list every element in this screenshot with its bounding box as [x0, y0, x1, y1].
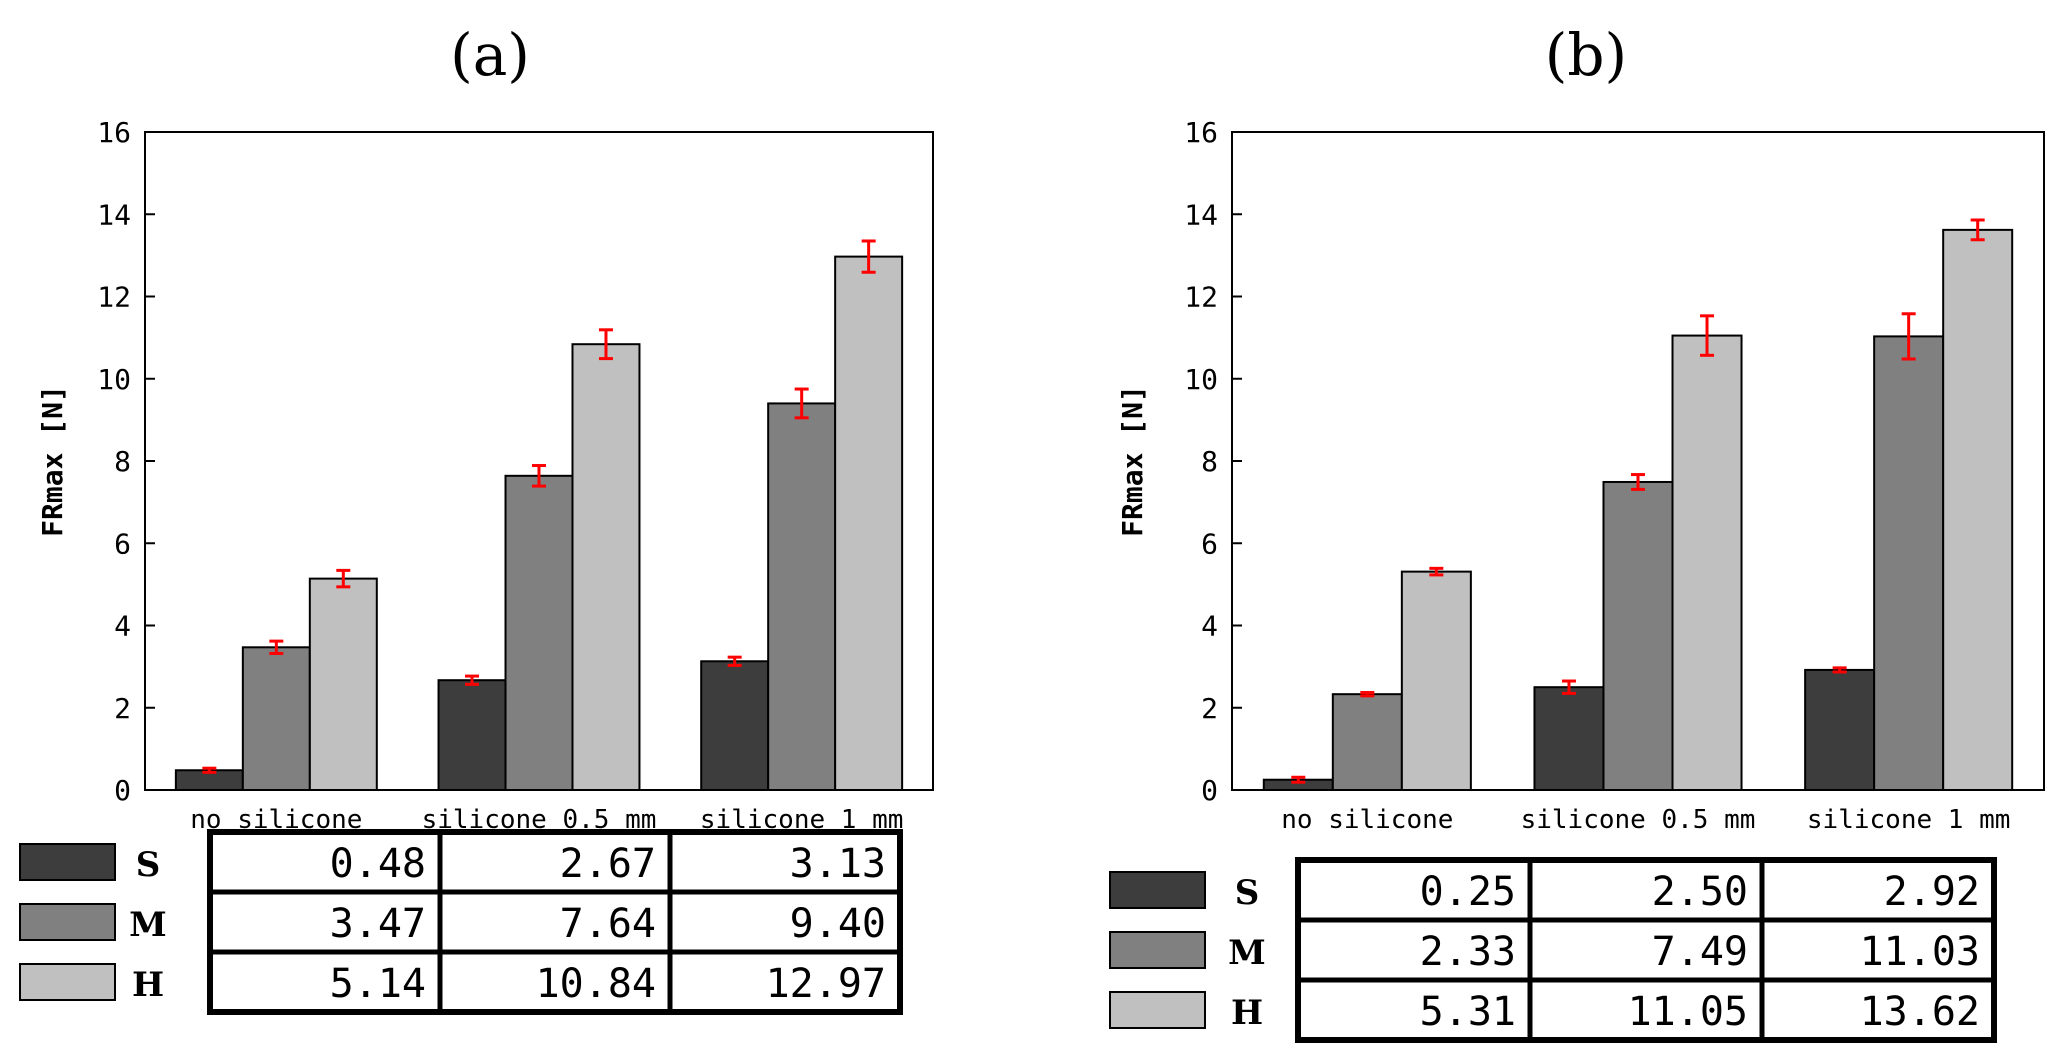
legend-label-S: S — [136, 845, 161, 885]
y-tick-label: 10 — [97, 363, 131, 396]
bar-S-1 — [1533, 686, 1605, 791]
x-category-label: no silicone — [1281, 805, 1453, 835]
bar-H-0 — [308, 577, 378, 791]
y-tick-label: 6 — [1201, 527, 1218, 560]
bar-M-2 — [1873, 335, 1945, 791]
y-tick-label: 4 — [114, 610, 131, 643]
y-tick-label: 16 — [1184, 116, 1218, 149]
y-tick-label: 2 — [114, 692, 131, 725]
chart-panel-b: (b) 0 2 4 6 8 10 12 14 16 FRmax [N] no silicone sili… — [1109, 21, 2045, 1043]
table-cell: 13.62 — [1860, 989, 1980, 1035]
y-tick-label: 4 — [1201, 610, 1218, 643]
x-category-label: silicone 0.5 mm — [1521, 805, 1756, 835]
legend-label-M: M — [1228, 933, 1266, 973]
table-cell: 2.92 — [1884, 869, 1980, 915]
legend-label-H: H — [1231, 993, 1263, 1033]
bar-H-1 — [571, 343, 641, 791]
table-cell: 0.25 — [1420, 869, 1516, 915]
bar-H-2 — [1942, 228, 2014, 791]
bar-M-0 — [1331, 693, 1403, 792]
table-cell: 5.31 — [1420, 989, 1516, 1035]
table-cell: 9.40 — [790, 901, 886, 947]
table-cell: 3.13 — [790, 841, 886, 887]
bar-H-0 — [1400, 570, 1472, 791]
y-tick-label: 2 — [1201, 692, 1218, 725]
y-tick-label: 0 — [114, 774, 131, 807]
bar-S-1 — [437, 679, 507, 791]
legend-swatch-S — [19, 843, 116, 881]
legend-swatch-M — [19, 903, 116, 941]
bar-H-1 — [1671, 334, 1743, 791]
table-cell: 5.14 — [330, 961, 426, 1007]
y-tick-label: 16 — [97, 116, 131, 149]
table-cell: 2.50 — [1652, 869, 1748, 915]
bar-S-2 — [700, 660, 770, 791]
y-tick-label: 10 — [1184, 363, 1218, 396]
chart-title: (b) — [1545, 21, 1627, 89]
y-axis-label: FRmax [N] — [36, 385, 69, 537]
y-tick-label: 14 — [97, 198, 131, 231]
bar-M-1 — [1602, 480, 1674, 791]
y-tick-label: 12 — [1184, 281, 1218, 314]
bar-M-0 — [241, 646, 311, 792]
legend-label-S: S — [1235, 873, 1260, 913]
legend-swatch-H — [19, 963, 116, 1001]
table-cell: 12.97 — [766, 961, 886, 1007]
legend-label-H: H — [132, 965, 164, 1005]
bar-M-1 — [504, 474, 574, 791]
table-cell: 10.84 — [536, 961, 656, 1007]
bar-H-2 — [834, 255, 904, 791]
x-category-label: silicone 1 mm — [1807, 805, 2011, 835]
table-cell: 7.49 — [1652, 929, 1748, 975]
bar-M-2 — [767, 402, 837, 791]
table-cell: 3.47 — [330, 901, 426, 947]
y-tick-label: 0 — [1201, 774, 1218, 807]
chart-title: (a) — [450, 21, 530, 89]
y-axis-label: FRmax [N] — [1116, 385, 1149, 537]
table-cell: 7.64 — [560, 901, 656, 947]
bar-S-2 — [1804, 668, 1876, 791]
table-cell: 2.33 — [1420, 929, 1516, 975]
legend-swatch-M — [1109, 931, 1206, 969]
table-cell: 0.48 — [330, 841, 426, 887]
legend-swatch-S — [1109, 871, 1206, 909]
y-tick-label: 8 — [114, 445, 131, 478]
table-cell: 11.03 — [1860, 929, 1980, 975]
y-tick-label: 12 — [97, 281, 131, 314]
y-tick-label: 6 — [114, 527, 131, 560]
data-table-frame — [1295, 857, 1997, 1043]
table-cell: 2.67 — [560, 841, 656, 887]
legend-swatch-H — [1109, 991, 1206, 1029]
table-cell: 11.05 — [1628, 989, 1748, 1035]
y-tick-label: 14 — [1184, 198, 1218, 231]
y-tick-label: 8 — [1201, 445, 1218, 478]
legend-label-M: M — [129, 905, 167, 945]
data-table-frame — [207, 829, 903, 1015]
